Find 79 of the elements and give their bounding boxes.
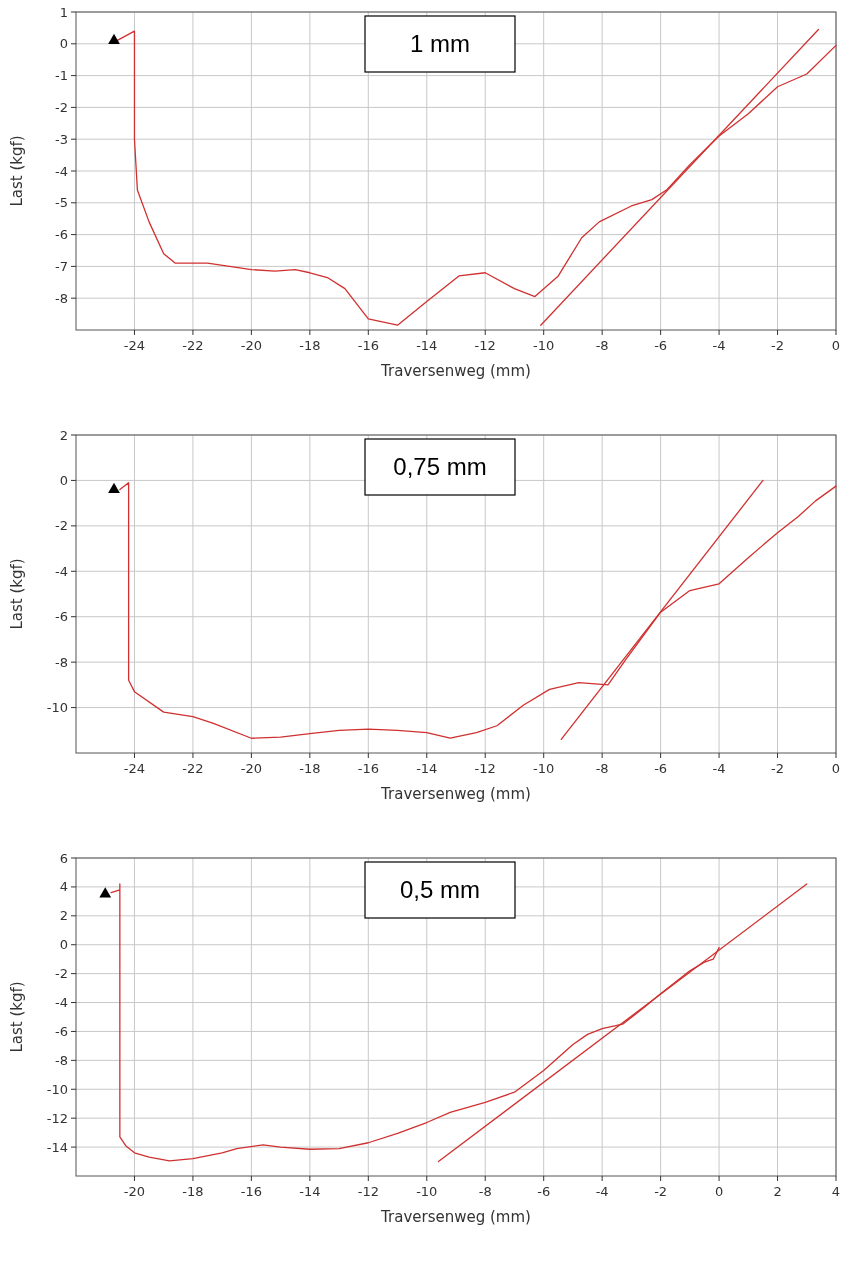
y-axis-title: Last (kgf) [8, 981, 26, 1053]
label-box: 1 mm [364, 15, 516, 73]
x-tick-label: -24 [123, 338, 146, 353]
x-tick-label: -4 [595, 1184, 609, 1199]
x-tick-label: -6 [537, 1184, 551, 1199]
x-tick-label: -18 [182, 1184, 204, 1199]
x-tick-label: -14 [416, 761, 438, 776]
x-tick-label: -10 [533, 761, 555, 776]
annotation: 0,75 mm [393, 453, 487, 481]
y-tick-label: -10 [46, 1081, 68, 1097]
y-tick-label: 6 [59, 850, 68, 866]
x-tick-label: -20 [240, 338, 262, 353]
x-tick-label: -2 [771, 761, 785, 776]
x-tick-label: -6 [654, 761, 668, 776]
y-tick-label: -4 [55, 995, 68, 1011]
y-tick-label: -2 [55, 966, 68, 982]
x-tick-label: -24 [123, 761, 146, 776]
x-tick-label: -14 [416, 338, 438, 353]
y-tick-label: -3 [55, 131, 68, 147]
y-tick-label: -8 [55, 654, 68, 670]
y-tick-label: -8 [55, 290, 68, 306]
x-tick-label: -6 [654, 338, 668, 353]
y-tick-label: -2 [55, 518, 68, 534]
x-tick-label: -2 [771, 338, 785, 353]
x-tick-label: 0 [831, 338, 841, 353]
y-axis-title: Last (kgf) [8, 558, 26, 630]
x-tick-label: -22 [182, 338, 204, 353]
y-tick-label: -6 [55, 227, 68, 243]
label-box: 0,75 mm [364, 438, 516, 496]
x-tick-label: -14 [299, 1184, 321, 1199]
x-tick-label: -12 [357, 1184, 379, 1199]
y-tick-label: -4 [55, 563, 68, 579]
x-tick-label: -12 [474, 761, 496, 776]
y-tick-label: -8 [55, 1052, 68, 1068]
annotation: 1 mm [410, 30, 470, 58]
y-tick-label: 4 [59, 879, 68, 895]
y-tick-label: 0 [59, 36, 68, 52]
y-tick-label: 2 [59, 908, 68, 924]
x-tick-label: -4 [712, 761, 726, 776]
x-tick-label: -4 [712, 338, 726, 353]
x-tick-label: -16 [240, 1184, 262, 1199]
annotation: 0,5 mm [399, 876, 481, 904]
x-tick-label: 2 [773, 1184, 782, 1199]
y-tick-label: -5 [55, 195, 68, 211]
x-tick-label: -22 [182, 761, 204, 776]
x-tick-label: -20 [123, 1184, 146, 1199]
y-tick-label: 0 [59, 937, 68, 953]
y-tick-label: -4 [55, 163, 68, 179]
y-tick-label: -6 [55, 1024, 68, 1039]
y-tick-label: 0 [59, 472, 68, 488]
y-tick-label: -6 [55, 609, 68, 625]
y-tick-label: 1 [59, 4, 68, 20]
y-tick-label: -2 [55, 99, 68, 115]
x-tick-label: -2 [654, 1184, 668, 1199]
x-tick-label: 0 [714, 1184, 724, 1199]
x-tick-label: -16 [357, 338, 379, 353]
x-tick-label: -10 [416, 1184, 438, 1199]
y-axis-title: Last (kgf) [8, 135, 26, 207]
x-tick-label: -16 [357, 761, 379, 776]
x-axis-title: Traversenweg (mm) [380, 362, 531, 380]
x-tick-label: -8 [595, 761, 609, 776]
x-tick-label: -18 [299, 338, 321, 353]
x-tick-label: -18 [299, 761, 321, 776]
x-tick-label: -8 [478, 1184, 492, 1199]
x-axis-title: Traversenweg (mm) [380, 1208, 531, 1226]
x-tick-label: 4 [831, 1184, 841, 1199]
y-tick-label: -10 [46, 700, 68, 716]
y-tick-label: -1 [55, 68, 68, 84]
x-tick-label: -10 [533, 338, 555, 353]
y-tick-label: -12 [46, 1110, 68, 1126]
x-axis-title: Traversenweg (mm) [380, 785, 531, 803]
y-tick-label: -7 [55, 258, 68, 274]
y-tick-label: -14 [46, 1139, 68, 1155]
label-box: 0,5 mm [364, 861, 516, 919]
x-tick-label: -8 [595, 338, 609, 353]
x-tick-label: -12 [474, 338, 496, 353]
x-tick-label: 0 [831, 761, 841, 776]
x-tick-label: -20 [240, 761, 262, 776]
y-tick-label: 2 [59, 427, 68, 443]
